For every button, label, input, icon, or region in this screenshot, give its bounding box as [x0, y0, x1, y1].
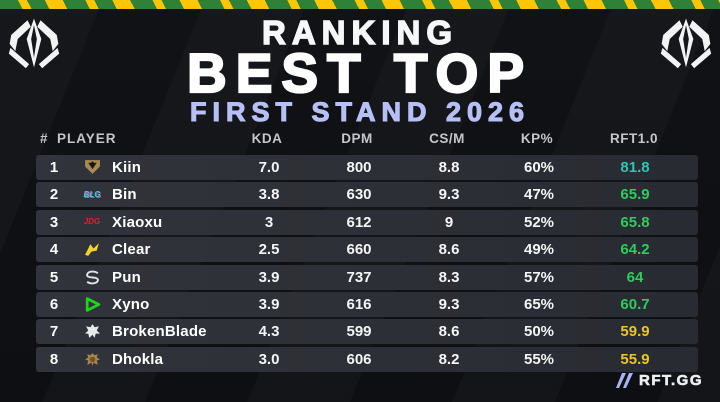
- rank-cell: 5: [49, 268, 59, 286]
- dpm-cell: 612: [346, 213, 372, 231]
- dpm-cell: 599: [346, 323, 372, 341]
- kp-cell: 57%: [523, 268, 555, 286]
- msi-trophy-icon: [660, 15, 712, 71]
- player-name: Pun: [112, 268, 141, 286]
- rft-cell: 60.7: [620, 295, 650, 313]
- kp-cell: 55%: [523, 350, 555, 368]
- csm-cell: 9: [444, 213, 454, 231]
- table-row: 6 Xyno 3.9 616 9.3 65% 60.7: [36, 291, 698, 317]
- g2-emblem-icon: [72, 324, 112, 340]
- kda-cell: 4.3: [258, 323, 280, 341]
- kp-cell: 52%: [523, 213, 555, 231]
- rank-cell: 7: [49, 323, 59, 341]
- dpm-cell: 606: [346, 350, 372, 368]
- csm-cell: 9.3: [438, 295, 460, 313]
- table-row: 4 Clear 2.5 660 8.6 49% 64.2: [36, 237, 698, 263]
- table-row: 8 Dhokla 3.0 606 8.2 55% 55.9: [36, 346, 698, 372]
- dpm-cell: 800: [346, 159, 372, 176]
- rft-cell: 64: [626, 268, 644, 286]
- blg-wordmark-icon: BLG: [83, 189, 101, 199]
- table-header-row: # PLAYER KDA DPM CS/M KP% RFT1.0: [36, 129, 698, 151]
- rft-cell: 64.2: [620, 241, 650, 259]
- table-row: 1 Kiin 7.0 800 8.8 60% 81.8: [36, 155, 698, 180]
- kda-cell: 2.5: [258, 241, 280, 259]
- secret-s-icon: [72, 269, 112, 285]
- table-row: 3 JDG Xiaoxu 3 612 9 52% 65.8: [36, 209, 698, 235]
- kda-cell: 3: [264, 213, 274, 231]
- ranking-table: # PLAYER KDA DPM CS/M KP% RFT1.0 1 Kiin …: [36, 129, 698, 374]
- player-name: BrokenBlade: [112, 323, 207, 341]
- kda-cell: 7.0: [258, 159, 280, 176]
- player-name: Clear: [112, 241, 151, 259]
- rft-cell: 65.8: [620, 213, 650, 231]
- column-header-kp: KP%: [520, 131, 554, 146]
- dpm-cell: 616: [346, 295, 372, 313]
- player-name: Bin: [112, 186, 137, 204]
- table-row: 7 BrokenBlade 4.3 599 8.6 50% 59.9: [36, 319, 698, 345]
- jdg-wordmark-icon: JDG: [83, 217, 101, 227]
- rft-bolt-icon: [616, 373, 633, 388]
- table-row: 2 BLG Bin 3.8 630 9.3 47% 65.9: [36, 182, 698, 208]
- page-title: BEST TOP: [186, 42, 534, 104]
- column-header-rft: RFT1.0: [609, 131, 659, 146]
- player-name: Xiaoxu: [112, 213, 163, 231]
- brand-watermark: RFT.GG: [616, 372, 703, 389]
- brand-name: RFT.GG: [639, 372, 703, 390]
- kp-cell: 49%: [523, 241, 555, 259]
- column-header-csm: CS/M: [429, 131, 465, 146]
- column-header-dpm: DPM: [341, 131, 373, 146]
- kda-cell: 3.9: [258, 295, 280, 313]
- table-rows: 1 Kiin 7.0 800 8.8 60% 81.8 2 BLG Bin 3.…: [36, 155, 698, 372]
- top-stripe-border: [0, 0, 720, 9]
- table-row: 5 Pun 3.9 737 8.3 57% 64: [36, 264, 698, 290]
- kp-cell: 65%: [523, 295, 555, 313]
- kp-cell: 50%: [523, 323, 555, 341]
- event-subtitle: FIRST STAND 2026: [189, 97, 531, 127]
- yellow-dragon-icon: [72, 242, 112, 258]
- kda-cell: 3.0: [258, 350, 280, 368]
- column-header-player: PLAYER: [57, 131, 117, 146]
- csm-cell: 8.6: [438, 323, 460, 341]
- csm-cell: 8.2: [438, 350, 460, 368]
- lyon-lion-icon: [72, 351, 112, 367]
- rft-cell: 81.8: [620, 159, 650, 176]
- title-ranking: RANKING: [261, 14, 458, 51]
- csm-cell: 9.3: [438, 186, 460, 204]
- dpm-cell: 630: [346, 186, 372, 204]
- kp-cell: 60%: [523, 159, 555, 176]
- csm-cell: 8.3: [438, 268, 460, 286]
- player-name: Dhokla: [112, 350, 164, 368]
- rank-cell: 2: [49, 186, 59, 204]
- kda-cell: 3.9: [258, 268, 280, 286]
- dpm-cell: 660: [346, 241, 372, 259]
- kp-cell: 47%: [523, 186, 555, 204]
- kda-cell: 3.8: [258, 186, 280, 204]
- player-name: Kiin: [112, 159, 142, 176]
- csm-cell: 8.8: [438, 159, 460, 176]
- rank-cell: 3: [49, 213, 59, 231]
- rft-cell: 65.9: [620, 186, 650, 204]
- green-triangle-icon: [72, 296, 112, 312]
- rank-cell: 6: [49, 295, 59, 313]
- column-header-kda: KDA: [251, 131, 283, 146]
- rank-cell: 4: [49, 241, 59, 259]
- rank-cell: 1: [49, 159, 59, 176]
- rft-cell: 55.9: [620, 350, 650, 368]
- geng-shield-icon: [72, 160, 112, 176]
- msi-trophy-icon: [8, 15, 60, 71]
- csm-cell: 8.6: [438, 241, 460, 259]
- dpm-cell: 737: [346, 268, 372, 286]
- player-name: Xyno: [112, 295, 150, 313]
- rank-cell: 8: [49, 350, 59, 368]
- column-header-rank: #: [40, 131, 49, 146]
- rft-cell: 59.9: [620, 323, 650, 341]
